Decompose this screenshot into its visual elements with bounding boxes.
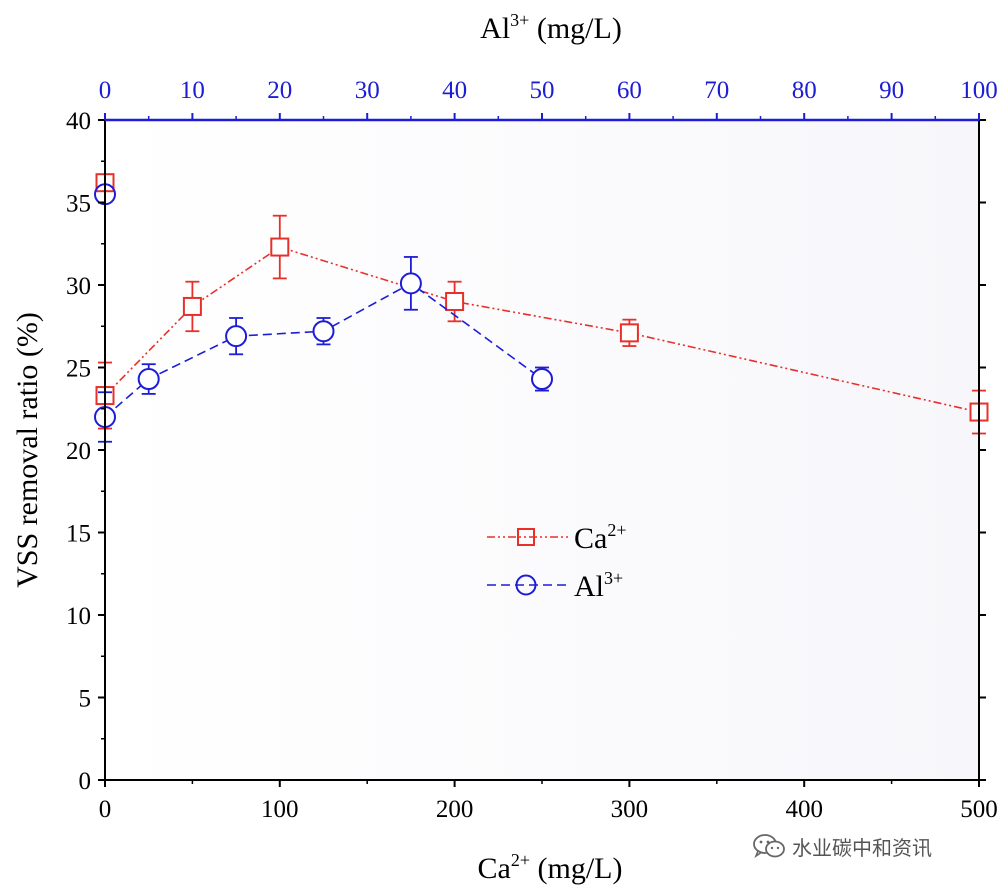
x-tick-label: 0: [99, 796, 112, 823]
data-point-circle: [137, 368, 160, 391]
y-axis-title: VSS removal ratio (%): [11, 312, 44, 588]
top-tick-label: 0: [99, 77, 112, 104]
y-tick-label: 25: [66, 356, 91, 383]
data-point-circle: [399, 272, 422, 295]
x-tick-label: 100: [261, 796, 299, 823]
y-tick-label: 30: [66, 273, 91, 300]
top-tick-label: 100: [960, 77, 998, 104]
legend-label-ca: Ca2+: [574, 520, 626, 555]
data-point-square: [445, 292, 465, 311]
data-point-circle: [312, 320, 335, 343]
top-axis-title: Al3+ (mg/L): [480, 10, 622, 45]
legend-label-al: Al3+: [574, 568, 623, 603]
wechat-icon: [752, 832, 786, 860]
x-tick-label: 400: [785, 796, 823, 823]
legend: Ca2+ Al3+: [487, 520, 626, 603]
x-tick-label: 300: [611, 796, 649, 823]
data-point-square: [270, 237, 290, 257]
top-tick-label: 60: [617, 77, 642, 104]
y-tick-label: 15: [66, 521, 91, 548]
y-tick-label: 0: [79, 768, 92, 795]
bottom-axis-title: Ca2+ (mg/L): [478, 850, 623, 885]
x-tick-label: 200: [436, 796, 474, 823]
y-tick-label: 5: [79, 686, 92, 713]
series-line: [104, 246, 980, 413]
y-tick-label: 10: [66, 603, 91, 630]
watermark-text: 水业碳中和资讯: [792, 835, 932, 860]
top-tick-label: 40: [442, 77, 467, 104]
data-point-square: [619, 323, 639, 343]
legend-square-marker: [517, 528, 535, 546]
top-tick-label: 30: [355, 77, 380, 104]
top-tick-label: 10: [180, 77, 205, 104]
watermark: 水业碳中和资讯: [752, 830, 932, 862]
legend-circle-marker: [515, 574, 537, 596]
top-tick-label: 50: [530, 77, 555, 104]
series-ca: [95, 214, 989, 435]
top-tick-label: 80: [792, 77, 817, 104]
data-point-circle: [531, 368, 553, 391]
data-point-circle: [225, 325, 248, 348]
top-tick-label: 90: [879, 77, 904, 104]
plot-background: [105, 120, 979, 780]
y-tick-label: 40: [66, 108, 91, 135]
y-tick-label: 20: [66, 438, 91, 465]
data-point-square: [182, 296, 202, 316]
x-tick-label: 500: [960, 796, 998, 823]
y-tick-label: 35: [66, 191, 91, 218]
top-tick-label: 20: [267, 77, 292, 104]
top-tick-label: 70: [704, 77, 729, 104]
